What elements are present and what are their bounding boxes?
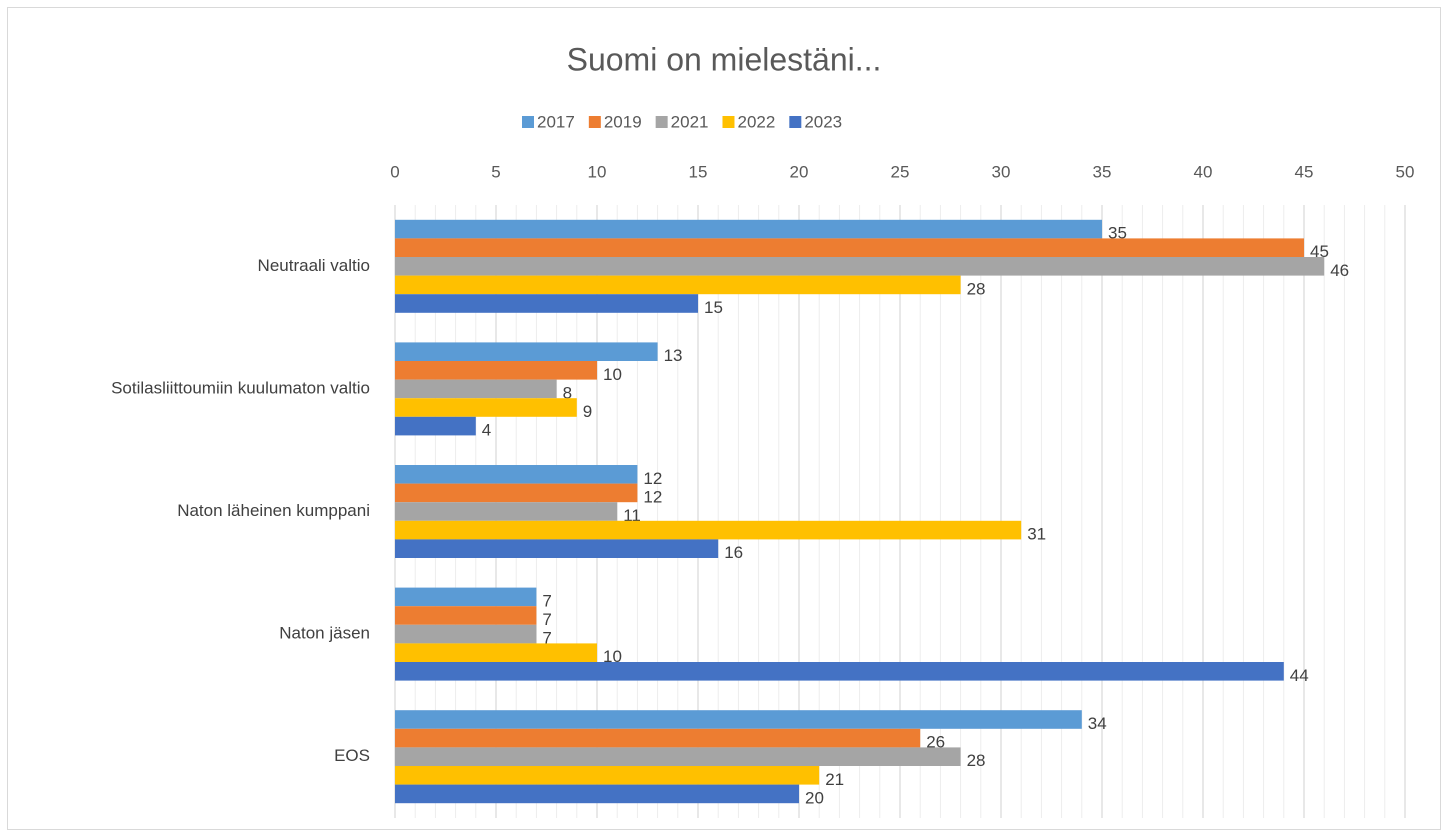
x-tick-label: 35 (1093, 162, 1112, 181)
bar (395, 238, 1304, 257)
bar (395, 710, 1082, 729)
value-label: 11 (623, 506, 641, 525)
value-label: 4 (482, 421, 491, 440)
bar (395, 416, 476, 436)
x-tick-label: 25 (891, 162, 910, 181)
legend-label: 2021 (671, 112, 709, 131)
value-label: 34 (1088, 714, 1107, 733)
legend-label: 2017 (537, 112, 575, 131)
bar (395, 606, 537, 625)
value-label: 45 (1310, 242, 1329, 261)
bar (395, 662, 1284, 681)
legend-label: 2019 (604, 112, 642, 131)
value-label: 12 (643, 469, 662, 488)
x-tick-label: 45 (1295, 162, 1314, 181)
legend-swatch (789, 116, 802, 128)
value-label: 7 (542, 629, 551, 648)
bar (395, 784, 799, 804)
bar (395, 219, 1102, 239)
x-tick-label: 20 (790, 162, 809, 181)
y-tick-label: Naton läheinen kumppani (177, 501, 370, 520)
bar (395, 520, 1022, 540)
legend-swatch (722, 116, 735, 128)
legend-swatch (522, 116, 534, 128)
value-label: 26 (926, 733, 945, 752)
bar (395, 342, 658, 361)
value-label: 7 (542, 610, 551, 629)
bar (395, 747, 961, 766)
bar (395, 398, 577, 417)
value-label: 13 (664, 346, 683, 365)
bar (395, 587, 537, 607)
value-label: 21 (825, 770, 844, 789)
legend-label: 2022 (737, 112, 775, 131)
x-tick-label: 15 (689, 162, 708, 181)
legend-label: 2023 (804, 112, 842, 131)
value-label: 28 (967, 279, 986, 298)
x-tick-label: 0 (390, 162, 399, 181)
value-label: 10 (603, 365, 622, 384)
y-tick-label: Neutraali valtio (258, 256, 370, 275)
x-tick-label: 40 (1194, 162, 1213, 181)
bar (395, 361, 597, 380)
value-label: 16 (724, 543, 743, 562)
bar (395, 643, 597, 662)
bar (395, 766, 820, 785)
y-tick-label: Naton jäsen (279, 624, 370, 643)
bar (395, 294, 698, 313)
value-label: 15 (704, 298, 723, 317)
x-tick-label: 30 (992, 162, 1011, 181)
x-tick-label: 10 (588, 162, 607, 181)
bar (395, 379, 557, 399)
value-label: 44 (1290, 666, 1309, 685)
bar (395, 624, 537, 644)
bar (395, 483, 638, 503)
x-tick-label: 5 (491, 162, 500, 181)
bar (395, 539, 719, 558)
value-label: 10 (603, 647, 622, 666)
y-tick-label: Sotilasliittoumiin kuulumaton valtio (111, 378, 370, 397)
value-label: 7 (542, 591, 551, 610)
value-label: 20 (805, 788, 824, 807)
value-label: 28 (967, 751, 986, 770)
value-label: 31 (1027, 525, 1046, 544)
chart-frame (7, 7, 1441, 830)
bar (395, 275, 961, 295)
bar (395, 502, 618, 521)
y-tick-label: EOS (334, 746, 370, 765)
value-label: 8 (563, 383, 572, 402)
legend-swatch (588, 116, 601, 128)
value-label: 46 (1330, 261, 1349, 280)
value-label: 9 (583, 402, 592, 421)
chart-title: Suomi on mielestäni... (567, 41, 882, 77)
bar (395, 465, 638, 484)
legend-swatch (655, 116, 668, 128)
bar (395, 257, 1325, 276)
bar (395, 728, 921, 748)
x-tick-label: 50 (1396, 162, 1415, 181)
value-label: 35 (1108, 224, 1127, 243)
value-label: 12 (643, 487, 662, 506)
